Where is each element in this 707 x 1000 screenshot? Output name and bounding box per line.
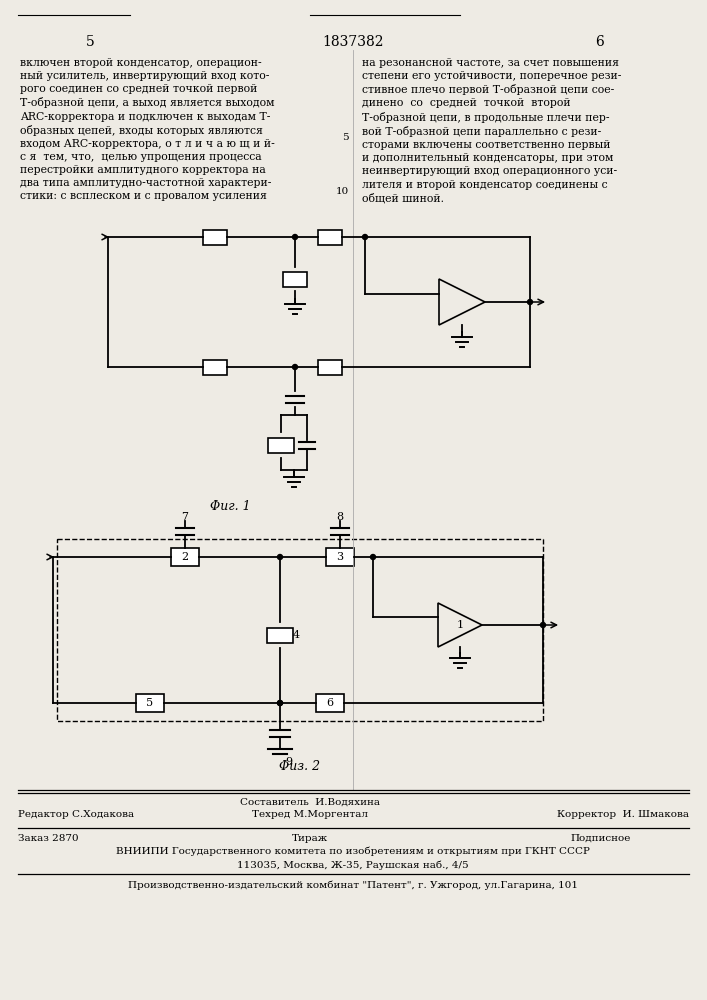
Bar [267, 628, 293, 643]
Text: 5: 5 [342, 133, 349, 142]
Bar [136, 694, 164, 712]
Text: 9: 9 [285, 757, 292, 767]
Text: 8: 8 [337, 512, 344, 522]
Text: Φиг. 1: Φиг. 1 [210, 500, 250, 513]
Bar [318, 230, 342, 244]
Text: 6: 6 [595, 35, 604, 49]
Circle shape [370, 554, 375, 560]
Circle shape [278, 554, 283, 560]
Text: Техред М.Моргентал: Техред М.Моргентал [252, 810, 368, 819]
Circle shape [540, 622, 546, 628]
Text: Редактор С.Ходакова: Редактор С.Ходакова [18, 810, 134, 819]
Text: Подписное: Подписное [570, 834, 631, 843]
Circle shape [293, 234, 298, 239]
Text: 10: 10 [336, 187, 349, 196]
Bar [283, 271, 307, 286]
Text: 4: 4 [293, 630, 300, 640]
Circle shape [293, 364, 298, 369]
Text: 5: 5 [146, 698, 153, 708]
Bar [203, 360, 227, 374]
Text: на резонансной частоте, за счет повышения
степени его устойчивости, поперечное р: на резонансной частоте, за счет повышени… [362, 58, 621, 203]
Bar [326, 548, 354, 566]
Text: 1837382: 1837382 [322, 35, 384, 49]
Text: Заказ 2870: Заказ 2870 [18, 834, 78, 843]
Text: Производственно-издательский комбинат "Патент", г. Ужгород, ул.Гагарина, 101: Производственно-издательский комбинат "П… [128, 880, 578, 890]
Circle shape [278, 700, 283, 706]
Text: 5: 5 [86, 35, 94, 49]
Bar [318, 360, 342, 374]
Circle shape [278, 700, 283, 706]
Text: 6: 6 [327, 698, 334, 708]
Bar [203, 230, 227, 244]
Text: Составитель  И.Водяхина: Составитель И.Водяхина [240, 798, 380, 807]
Text: 3: 3 [337, 552, 344, 562]
Text: 2: 2 [182, 552, 189, 562]
Text: Φиз. 2: Φиз. 2 [279, 760, 320, 773]
Text: включен второй конденсатор, операцион-
ный усилитель, инвертирующий вход кото-
р: включен второй конденсатор, операцион- н… [20, 58, 275, 201]
Bar [268, 438, 294, 452]
Text: 113035, Москва, Ж-35, Раушская наб., 4/5: 113035, Москва, Ж-35, Раушская наб., 4/5 [237, 860, 469, 869]
Circle shape [527, 300, 532, 304]
Text: ВНИИПИ Государственного комитета по изобретениям и открытиям при ГКНТ СССР: ВНИИПИ Государственного комитета по изоб… [116, 847, 590, 856]
Text: Тираж: Тираж [292, 834, 328, 843]
Text: 1: 1 [457, 620, 464, 630]
Text: 7: 7 [182, 512, 189, 522]
Bar [57, 539, 543, 721]
Text: Корректор  И. Шмакова: Корректор И. Шмакова [557, 810, 689, 819]
Bar [171, 548, 199, 566]
Circle shape [363, 234, 368, 239]
Bar [316, 694, 344, 712]
